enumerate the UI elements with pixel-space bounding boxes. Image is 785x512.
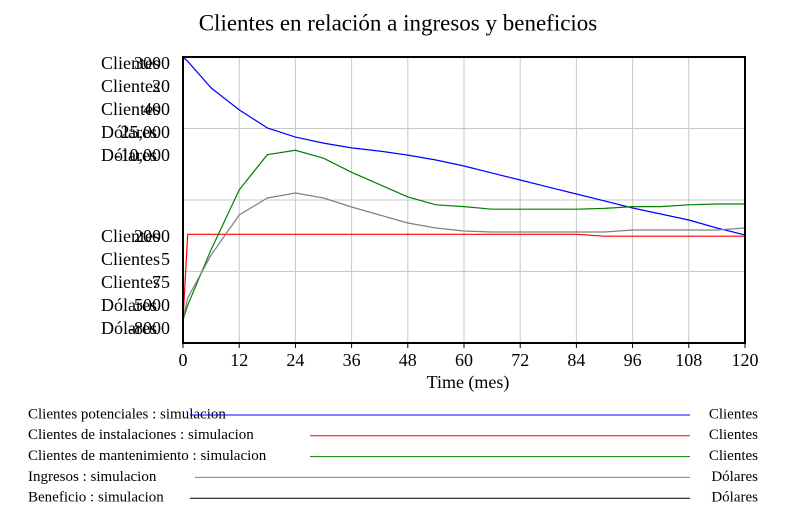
y-axis-value: 5000 — [134, 295, 170, 315]
legend-unit: Dólares — [711, 490, 758, 506]
y-axis-unit: Clientes — [101, 226, 160, 246]
y-axis-value: 5 — [161, 249, 170, 269]
x-tick-label: 0 — [179, 350, 188, 370]
x-tick-label: 72 — [511, 350, 529, 370]
y-axis-unit: Dólares — [101, 318, 157, 338]
y-axis-unit: Dólares — [101, 122, 157, 142]
x-tick-label: 24 — [286, 350, 304, 370]
y-axis-unit: Dólares — [101, 145, 157, 165]
y-axis-unit: Clientes — [101, 272, 160, 292]
y-axis-value: -10,000 — [115, 145, 171, 165]
y-axis-unit: Clientes — [101, 76, 160, 96]
x-tick-label: 96 — [624, 350, 642, 370]
legend-label: Ingresos : simulacion — [28, 469, 157, 485]
x-tick-label: 84 — [567, 350, 585, 370]
legend-label: Clientes de instalaciones : simulacion — [28, 427, 254, 443]
legend-unit: Clientes — [709, 448, 758, 464]
legend-label: Beneficio : simulacion — [28, 490, 164, 506]
x-tick-label: 120 — [732, 350, 759, 370]
chart-title: Clientes en relación a ingresos y benefi… — [199, 10, 598, 35]
y-axis-value: 25,000 — [121, 122, 171, 142]
plot-frame — [182, 56, 746, 344]
series-line — [182, 149, 745, 321]
legend-unit: Clientes — [709, 406, 758, 422]
legend-label: Clientes potenciales : simulacion — [28, 406, 226, 422]
y-axis-value: 400 — [143, 99, 170, 119]
y-axis-unit: Dólares — [101, 295, 157, 315]
x-axis-label: Time (mes) — [427, 372, 510, 393]
y-axis-value: 2000 — [134, 226, 170, 246]
series-line — [182, 56, 746, 236]
y-axis-value: 20 — [152, 76, 170, 96]
x-tick-label: 12 — [230, 350, 248, 370]
legend-label: Clientes de mantenimiento : simulacion — [28, 448, 267, 464]
y-axis-value: -8000 — [128, 318, 170, 338]
x-tick-label: 36 — [343, 350, 361, 370]
legend-unit: Dólares — [711, 469, 758, 485]
series-line — [182, 192, 746, 321]
y-axis-value: 3000 — [134, 53, 170, 73]
x-tick-label: 108 — [675, 350, 702, 370]
x-tick-label: 48 — [399, 350, 417, 370]
y-axis-value: 75 — [152, 272, 170, 292]
x-tick-label: 60 — [455, 350, 473, 370]
series-line — [182, 233, 745, 321]
legend-unit: Clientes — [709, 427, 758, 443]
y-axis-unit: Clientes — [101, 53, 160, 73]
y-axis-unit: Clientes — [101, 99, 160, 119]
y-axis-unit: Clientes — [101, 249, 160, 269]
